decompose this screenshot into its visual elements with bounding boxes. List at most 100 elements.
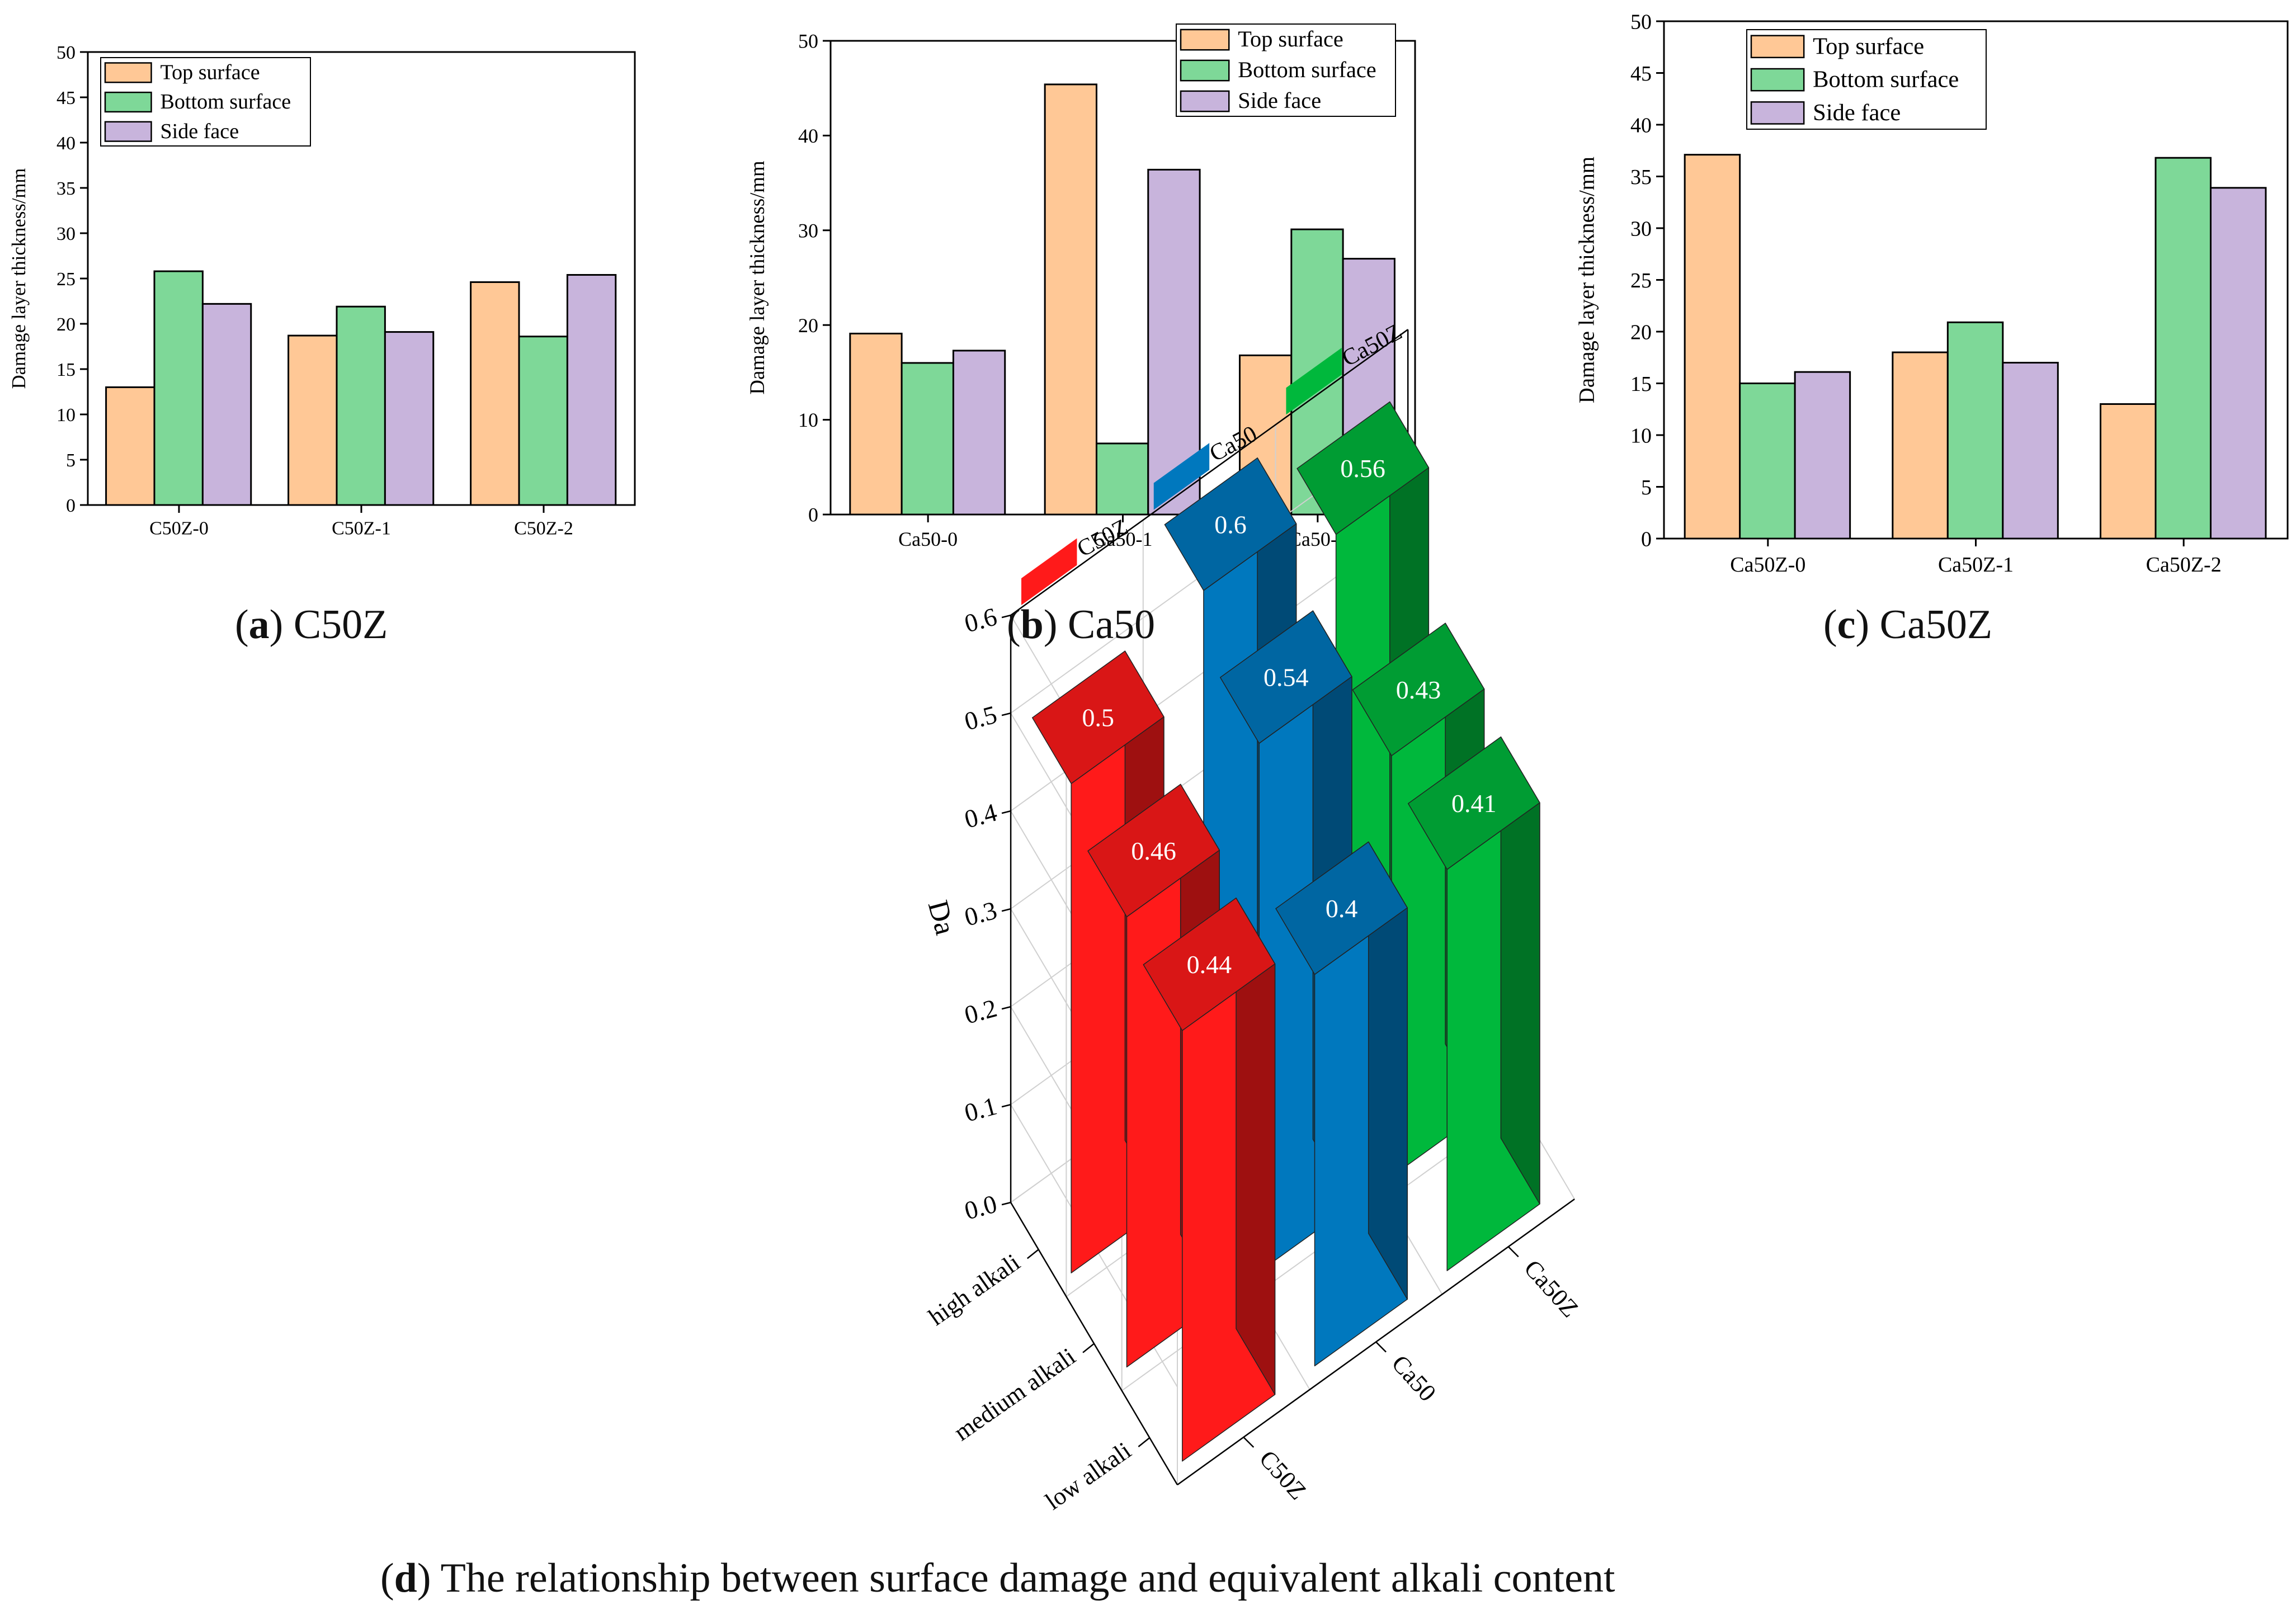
row-label: high alkali xyxy=(923,1248,1025,1330)
legend-entry: Top surface xyxy=(1813,33,1924,59)
bar-chart-a: 0 5 10 15 20 25 30 35 40 45 50 C50Z-0 C50Z-1 C50Z-2 Da… xyxy=(8,43,636,539)
bar-b-Ca50-0-2 xyxy=(952,350,1006,516)
column-tick xyxy=(1507,1246,1519,1258)
bar-c-Ca50Z-1-2 xyxy=(2002,362,2059,540)
bar-value-label: 0.6 xyxy=(1214,510,1247,539)
bar-c-Ca50Z-1-1 xyxy=(1946,321,2004,540)
legend-entry: Top surface xyxy=(1238,26,1343,51)
legend-swatch xyxy=(1180,59,1230,82)
legend-entry: Bottom surface xyxy=(1238,57,1376,82)
y-tick-label: 20 xyxy=(56,314,76,335)
y-tick-label: 30 xyxy=(1630,217,1652,240)
legend-entry: Bottom surface xyxy=(1813,67,1959,93)
bar-value-label: 0.41 xyxy=(1451,789,1497,818)
bar-c-Ca50Z-2-0 xyxy=(2100,403,2157,540)
y-tick-label: 50 xyxy=(1630,10,1652,34)
bar-value-label: 0.56 xyxy=(1340,454,1385,483)
y-tick-label: 0 xyxy=(66,495,76,516)
column-tick xyxy=(1243,1436,1255,1448)
row-label: medium alkali xyxy=(949,1343,1080,1446)
z-tick-label: 0.3 xyxy=(961,895,1000,931)
z-tick-label: 0.2 xyxy=(961,993,1000,1029)
bar-top-face xyxy=(1275,841,1408,975)
x-tick-label: Ca50Z-1 xyxy=(1938,553,2014,577)
z-tick-label: 0.1 xyxy=(961,1091,1000,1127)
y-tick-label: 45 xyxy=(56,88,76,108)
legend-swatch xyxy=(1750,101,1805,125)
y-tick-label: 10 xyxy=(56,405,76,426)
bar-a-C50Z-0-1 xyxy=(153,270,204,506)
bar-a-C50Z-1-2 xyxy=(384,331,435,506)
z-tick xyxy=(1001,1006,1011,1010)
bar-c-Ca50Z-0-0 xyxy=(1684,154,1741,540)
legend-swatch xyxy=(1180,29,1230,51)
y-tick-label: 50 xyxy=(56,43,76,63)
y-tick-label: 20 xyxy=(798,314,818,337)
bar-top-face xyxy=(1296,401,1430,535)
bar3d-chart-d: 0.0 0.1 0.2 0.3 0.4 0.5 0.6 Da high alkali medium… xyxy=(922,319,1584,1515)
bar-b-Ca50-0-1 xyxy=(901,362,954,516)
legend: Top surface Bottom surface Side face xyxy=(1176,23,1396,117)
bar-top-face xyxy=(1031,650,1164,784)
y-tick-label: 35 xyxy=(56,178,76,199)
bar-top-face xyxy=(1164,457,1297,591)
legend: Top surface Bottom surface Side face xyxy=(100,57,311,147)
legend-swatch xyxy=(104,121,152,142)
legend-swatch xyxy=(1021,538,1077,605)
z-tick xyxy=(1001,1103,1011,1108)
y-tick-label: 10 xyxy=(1630,424,1652,447)
y-tick-label: 0 xyxy=(808,504,818,526)
bar3d-C50Z-low-alkali: 0.44 xyxy=(1143,897,1276,1462)
y-tick-label: 15 xyxy=(56,360,76,380)
legend-swatch xyxy=(1750,35,1805,59)
bar-top-face xyxy=(1219,610,1352,744)
bar-top-face xyxy=(1087,784,1220,918)
y-axis-label: Damage layer thickness/mm xyxy=(8,168,30,389)
y-tick-label: 10 xyxy=(798,409,818,431)
z-tick xyxy=(1001,712,1011,716)
bar-value-label: 0.46 xyxy=(1131,837,1176,865)
caption-d: (d) The relationship between surface dam… xyxy=(380,1555,1615,1601)
legend-swatch xyxy=(104,91,152,113)
bar-b-Ca50-0-0 xyxy=(849,332,903,516)
z-tick xyxy=(1001,1201,1011,1206)
bar-value-label: 0.5 xyxy=(1082,704,1115,732)
legend-swatch xyxy=(1286,347,1342,415)
bar-value-label: 0.43 xyxy=(1396,676,1441,704)
y-tick-label: 5 xyxy=(1641,476,1652,499)
y-tick-label: 40 xyxy=(56,133,76,154)
bar-top-face xyxy=(1407,736,1540,870)
bar-c-Ca50Z-0-2 xyxy=(1794,371,1851,540)
bar-b-Ca50-1-1 xyxy=(1095,442,1149,516)
legend-swatch xyxy=(104,62,152,83)
y-tick-label: 5 xyxy=(66,450,76,471)
x-tick-label: Ca50Z-0 xyxy=(1730,553,1805,577)
z-tick-label: 0.0 xyxy=(961,1189,1000,1225)
z-tick xyxy=(1001,614,1011,619)
z-tick-label: 0.5 xyxy=(961,700,1000,735)
bar-chart-c: 0 5 10 15 20 25 30 35 40 45 50 Ca50Z-0 Ca50Z-1 Ca50Z-… xyxy=(1575,10,2289,577)
bar-top-face xyxy=(1352,622,1485,757)
legend-entry: Bottom surface xyxy=(161,90,291,114)
y-tick-label: 30 xyxy=(56,224,76,244)
legend-entry: Side face xyxy=(1238,88,1321,113)
bar-value-label: 0.44 xyxy=(1187,950,1232,979)
bar-a-C50Z-1-0 xyxy=(287,334,338,506)
row-tick xyxy=(1082,1343,1095,1353)
x-tick-label: Ca50-0 xyxy=(898,528,958,550)
y-tick-label: 20 xyxy=(1630,320,1652,344)
z-tick xyxy=(1001,908,1011,912)
bar-c-Ca50Z-1-0 xyxy=(1892,351,1949,540)
bar3d-Ca50Z-low-alkali: 0.41 xyxy=(1407,736,1540,1271)
caption-b: (b) Ca50 xyxy=(1007,602,1156,648)
x-tick-label: C50Z-1 xyxy=(332,518,391,539)
legend-entry: Top surface xyxy=(161,60,260,84)
bar-a-C50Z-2-1 xyxy=(518,336,568,506)
z-tick-label: 0.4 xyxy=(961,797,1000,833)
axis-line xyxy=(1010,329,1408,616)
bar-a-C50Z-0-0 xyxy=(105,386,155,506)
bar-a-C50Z-1-1 xyxy=(336,305,386,506)
legend-entry: Side face xyxy=(161,120,239,143)
